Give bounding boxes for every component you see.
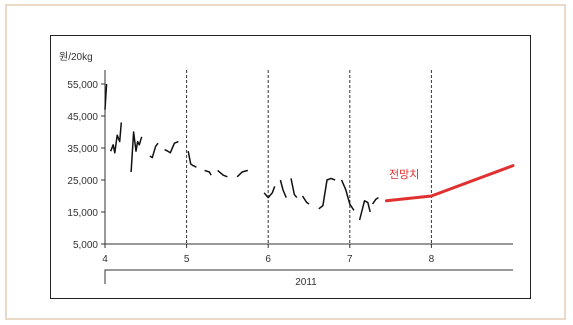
year-label: 2011 [295, 277, 317, 288]
price-line-segment-3 [130, 131, 143, 173]
price-line-segment-14 [318, 177, 336, 210]
y-tick-label: 35,000 [67, 144, 98, 155]
y-tick-label: 25,000 [67, 176, 98, 187]
year-bracket [104, 269, 513, 284]
x-tick-label: 7 [347, 254, 353, 265]
y-tick-label: 15,000 [67, 208, 98, 219]
x-tick-label: 5 [184, 254, 190, 265]
price-line-segment-15 [340, 179, 355, 211]
price-line-segment-6 [187, 151, 197, 168]
chart-panel [50, 35, 531, 299]
price-line-segment-10 [263, 186, 276, 199]
price-line-segment-13 [301, 195, 310, 205]
x-tick-label: 8 [429, 254, 435, 265]
price-line-segment-16 [358, 200, 371, 221]
month-grid [186, 70, 432, 244]
y-tick-label: 5,000 [73, 240, 98, 251]
price-line-segment-11 [279, 179, 287, 198]
series [104, 83, 515, 221]
y-axis: 55,000 45,000 35,000 25,000 15,000 5,000 [67, 70, 106, 251]
price-line-segment-8 [217, 169, 228, 178]
forecast-line [385, 164, 515, 203]
x-axis: 4 5 6 7 8 [102, 243, 513, 284]
forecast-label: 전망치 [389, 168, 419, 181]
price-line-segment-5 [164, 140, 179, 154]
y-tick-label: 45,000 [67, 112, 98, 123]
price-line-segment-4 [149, 142, 159, 159]
price-line-segment-1 [104, 83, 108, 110]
price-line-segment-7 [204, 169, 212, 176]
x-tick-label: 4 [102, 254, 108, 265]
price-line-segment-2 [110, 122, 123, 154]
price-line-segment-12 [290, 178, 298, 199]
y-tick-label: 55,000 [67, 80, 98, 91]
price-line-segment-9 [236, 169, 249, 178]
price-line-segment-17 [371, 196, 379, 205]
y-axis-unit-label: 원/20kg [59, 51, 93, 63]
x-tick-label: 6 [265, 254, 271, 265]
